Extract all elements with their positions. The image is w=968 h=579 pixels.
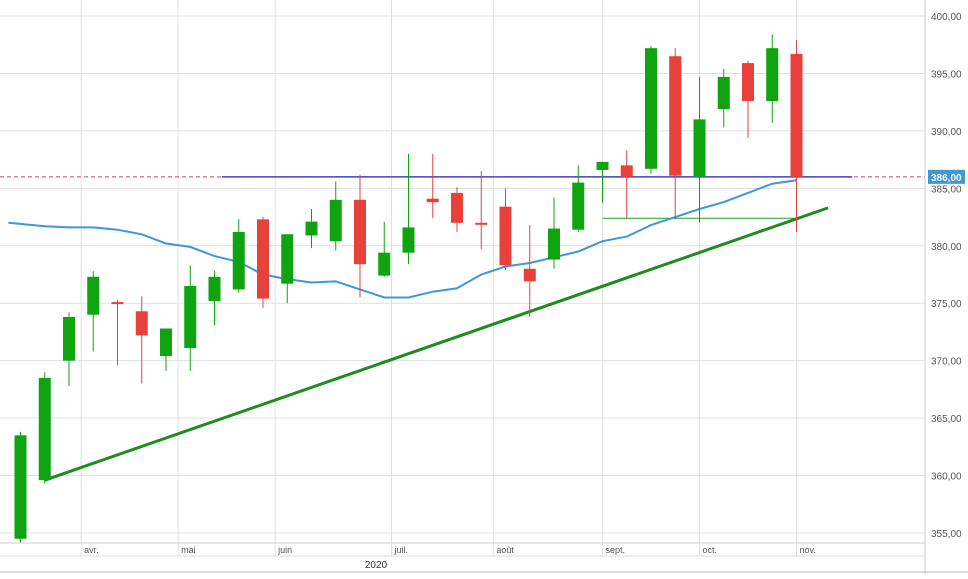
overlay-lines [0,176,925,482]
candle-up [63,312,75,386]
candle-body [378,252,391,276]
x-month-label: avr. [84,545,99,555]
candle-up [329,181,342,251]
x-month-label: sept. [606,545,626,555]
candle-down [499,188,512,270]
current-price-label: 386,00 [931,173,962,184]
candle-body [572,182,585,230]
candle-up [766,34,779,123]
x-month-label: nov. [800,545,816,555]
candle-down [257,217,269,308]
candle-body [135,311,148,336]
candle-body [232,231,245,290]
candle-body [475,222,488,225]
candle-body [160,328,172,357]
candle-body [790,53,803,177]
candle-up [281,234,294,304]
y-tick-label: 355,00 [931,529,962,540]
y-axis: 355,00 360,00 365,00 370,00 375,00 380,00 385,… [924,0,962,574]
candle-body [184,285,197,349]
candle-up [693,76,706,223]
candle-down [620,150,633,219]
x-axis: avr. mai juin juil. août sept. oct. nov. 2020 [0,542,968,573]
y-tick-label: 365,00 [931,414,962,425]
candle-body [329,199,342,242]
current-price-label-bg [928,169,965,184]
candle-body [63,317,75,361]
candle-body [717,76,730,110]
candle-up [232,219,245,293]
candle-up [14,431,27,543]
candle-body [426,198,439,203]
candle-down [135,296,148,384]
candle-body [620,165,633,177]
current-price-marker: 386,00 [928,169,965,184]
candle-up [305,209,318,249]
candle-body [208,276,221,301]
candle-body [548,228,560,260]
candle-body [257,219,269,299]
candle-body [38,377,51,481]
grid [0,0,925,556]
x-month-label: oct. [703,545,718,555]
candle-body [596,161,609,170]
candle-body [451,192,463,223]
candle-up [596,161,609,204]
candle-body [402,227,415,253]
x-month-label: août [496,545,514,555]
y-tick-label: 370,00 [931,357,962,368]
x-month-label: juil. [394,545,409,555]
y-tick-label: 400,00 [931,12,962,23]
candle-up [378,221,391,277]
candle-body [499,206,512,266]
candle-body [354,199,366,265]
candle-body [766,48,779,102]
y-tick-label: 395,00 [931,69,962,80]
candle-body [305,221,318,236]
moving-average-line [8,179,797,299]
candles [14,34,803,543]
x-year-label: 2020 [365,560,388,571]
candle-down [354,174,366,298]
candle-up [160,328,172,372]
candle-down [669,48,682,220]
y-tick-label: 385,00 [931,184,962,195]
candle-body [669,56,682,176]
candle-up [717,68,730,128]
x-month-label: juin [277,545,292,555]
candle-body [281,234,294,284]
y-tick-label: 375,00 [931,299,962,310]
candle-up [548,197,560,269]
candle-up [38,372,51,484]
candle-up [208,271,221,326]
candle-down [426,153,439,219]
candle-down [523,225,536,318]
candle-body [693,119,706,177]
y-tick-label: 390,00 [931,127,962,138]
candle-down [790,40,803,232]
trendline [44,206,829,482]
y-tick-label: 360,00 [931,472,962,483]
candle-body [14,435,27,539]
candle-body [645,48,657,169]
candle-up [87,271,100,352]
candle-body [87,276,100,315]
candle-body [523,268,536,282]
candle-down [451,187,463,232]
candle-up [184,265,197,372]
x-month-label: mai [181,545,196,555]
candle-body [111,302,124,305]
y-tick-label: 380,00 [931,242,962,253]
candle-up [645,45,657,174]
candle-down [111,299,124,366]
candle-up [572,165,585,232]
candle-body [742,63,754,102]
candle-up [402,153,415,265]
candle-down [742,60,754,138]
candle-down [475,171,488,250]
